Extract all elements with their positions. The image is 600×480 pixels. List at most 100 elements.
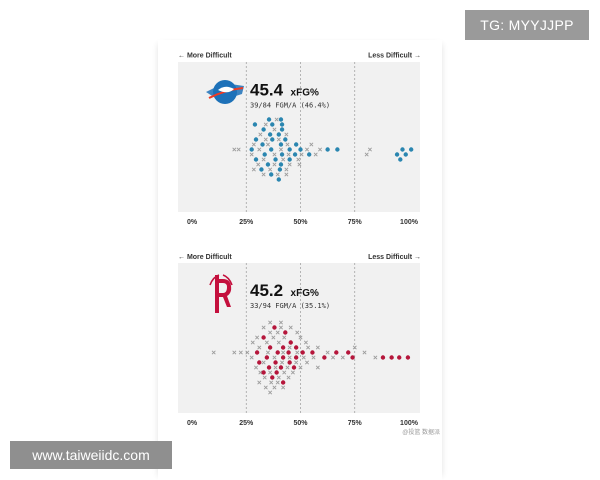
hou-made-shot-dot: [280, 380, 286, 385]
okc-made-shot-dot: [298, 147, 303, 152]
okc-made-shot-dot: [306, 152, 312, 157]
okc-made-shot-dot: [278, 162, 284, 167]
okc-missed-shot-mark: [313, 152, 318, 157]
okc-missed-shot-mark: [281, 157, 286, 162]
okc-headline: 45.4 xFG%: [250, 81, 319, 100]
hou-missed-shot-mark: [261, 360, 266, 365]
okc-made-shot-dot: [279, 127, 285, 132]
okc-missed-shot-mark: [309, 142, 314, 147]
okc-reference-lines: [245, 62, 356, 212]
hou-missed-shot-mark: [250, 340, 255, 345]
okc-missed-shot-mark: [272, 162, 277, 167]
okc-made-shot-dot: [261, 127, 266, 132]
okc-made-shot-dot: [276, 132, 281, 137]
hou-missed-shot-mark: [306, 345, 311, 350]
okc-x-ticks: 0% 25% 50% 75% 100%: [187, 219, 419, 226]
okc-made-shot-dot: [403, 152, 408, 157]
hou-made-shot-dot: [397, 355, 402, 360]
hou-made-shot-dot: [293, 355, 299, 360]
hou-made-shot-dot: [288, 340, 293, 345]
okc-xfg-unit: xFG%: [291, 88, 319, 99]
hou-made-shot-dot: [380, 355, 386, 360]
hou-made-shot-dot: [280, 345, 286, 350]
hou-missed-shot-mark: [304, 360, 310, 365]
hou-missed-shot-mark: [264, 340, 269, 345]
hou-made-shot-dot: [286, 350, 291, 355]
hou-missed-shot-mark: [301, 355, 306, 360]
hou-missed-shot-mark: [281, 350, 286, 355]
hou-missed-shot-mark: [340, 355, 345, 360]
hou-missed-shot-mark: [257, 345, 262, 350]
hou-made-shot-dot: [350, 355, 355, 360]
hou-missed-shot-mark: [272, 385, 277, 390]
hou-made-shot-dot: [274, 370, 279, 375]
okc-made-shot-dot: [262, 152, 267, 157]
okc-x-tick-label: 100%: [400, 219, 419, 226]
hou-made-shot-dot: [300, 350, 305, 355]
hou-missed-shot-mark: [249, 355, 254, 360]
okc-made-shot-dot: [269, 147, 274, 152]
okc-missed-shot-mark: [261, 172, 266, 177]
hou-missed-shot-mark: [285, 365, 290, 370]
okc-missed-shot-mark: [276, 137, 281, 142]
okc-made-shot-dot: [269, 172, 274, 177]
okc-missed-shot-mark: [236, 147, 241, 152]
hou-made-shot-dot: [267, 345, 273, 350]
site-url-overlay: www.taiweiidc.com: [10, 441, 172, 469]
hou-x-tick-label: 25%: [239, 420, 254, 427]
hou-missed-shot-mark: [257, 380, 262, 385]
hou-missed-shot-mark: [271, 335, 276, 340]
okc-x-tick-label: 50%: [293, 219, 308, 226]
hou-made-shot-dot: [261, 335, 266, 340]
okc-made-shot-dot: [292, 152, 298, 157]
hou-logo: [209, 274, 233, 313]
okc-plot-area: [178, 62, 420, 212]
okc-x-tick-label: 75%: [348, 219, 363, 226]
hou-missed-shot-mark: [255, 335, 260, 340]
hou-made-shot-dot: [405, 355, 411, 360]
okc-made-shot-dot: [287, 157, 292, 162]
hou-missed-shot-mark: [275, 380, 280, 385]
hou-missed-shot-mark: [373, 355, 378, 360]
okc-missed-shot-mark: [287, 162, 292, 167]
okc-missed-shot-mark: [297, 162, 302, 167]
okc-made-shot-dot: [335, 147, 340, 152]
hou-made-shot-dot: [275, 350, 280, 355]
okc-summary: 39/84 FGM/A (46.4%): [250, 102, 330, 110]
hou-missed-shot-mark: [287, 345, 292, 350]
hou-missed-shot-mark: [276, 340, 281, 345]
hou-made-shot-dot: [272, 325, 277, 330]
okc-made-shot-dot: [259, 167, 264, 172]
hou-made-shot-dot: [389, 355, 394, 360]
hou-missed-shot-mark: [232, 350, 237, 355]
hou-made-shot-dot: [261, 370, 266, 375]
okc-made-shot-dot: [270, 122, 275, 127]
hou-logo-rocket-fins-icon: [209, 274, 233, 286]
okc-missed-shot-mark: [318, 147, 323, 152]
hou-missed-shot-mark: [280, 360, 285, 365]
okc-made-shot-dot: [267, 132, 273, 137]
hou-made-shot-dot: [283, 330, 288, 335]
okc-made-shot-dot: [252, 122, 258, 127]
hou-missed-shot-mark: [303, 340, 308, 345]
okc-missed-shot-mark: [367, 147, 372, 152]
hou-missed-shot-mark: [362, 350, 367, 355]
hou-missed-shot-mark: [268, 320, 273, 325]
okc-missed-shot-mark: [286, 152, 291, 157]
okc-missed-shot-mark: [261, 157, 266, 162]
hou-missed-shot-mark: [258, 370, 263, 375]
hou-x-tick-label: 0%: [187, 420, 198, 427]
okc-made-shot-dot: [265, 162, 271, 167]
hou-missed-shot-mark: [268, 330, 273, 335]
hou-missed-shot-mark: [253, 365, 259, 370]
hou-missed-shot-mark: [295, 330, 300, 335]
okc-panel: ← More Difficult Less Difficult → 45.4 x…: [178, 53, 421, 226]
okc-made-shot-dot: [394, 152, 400, 157]
hou-missed-shot-mark: [272, 355, 277, 360]
okc-made-shot-dot: [266, 117, 272, 122]
hou-summary: 33/94 FGM/A (35.1%): [250, 302, 330, 310]
okc-made-shot-dot: [253, 137, 259, 142]
okc-missed-shot-mark: [285, 142, 290, 147]
okc-made-shot-dot: [287, 147, 292, 152]
hou-xfg-value: 45.2: [250, 281, 283, 300]
